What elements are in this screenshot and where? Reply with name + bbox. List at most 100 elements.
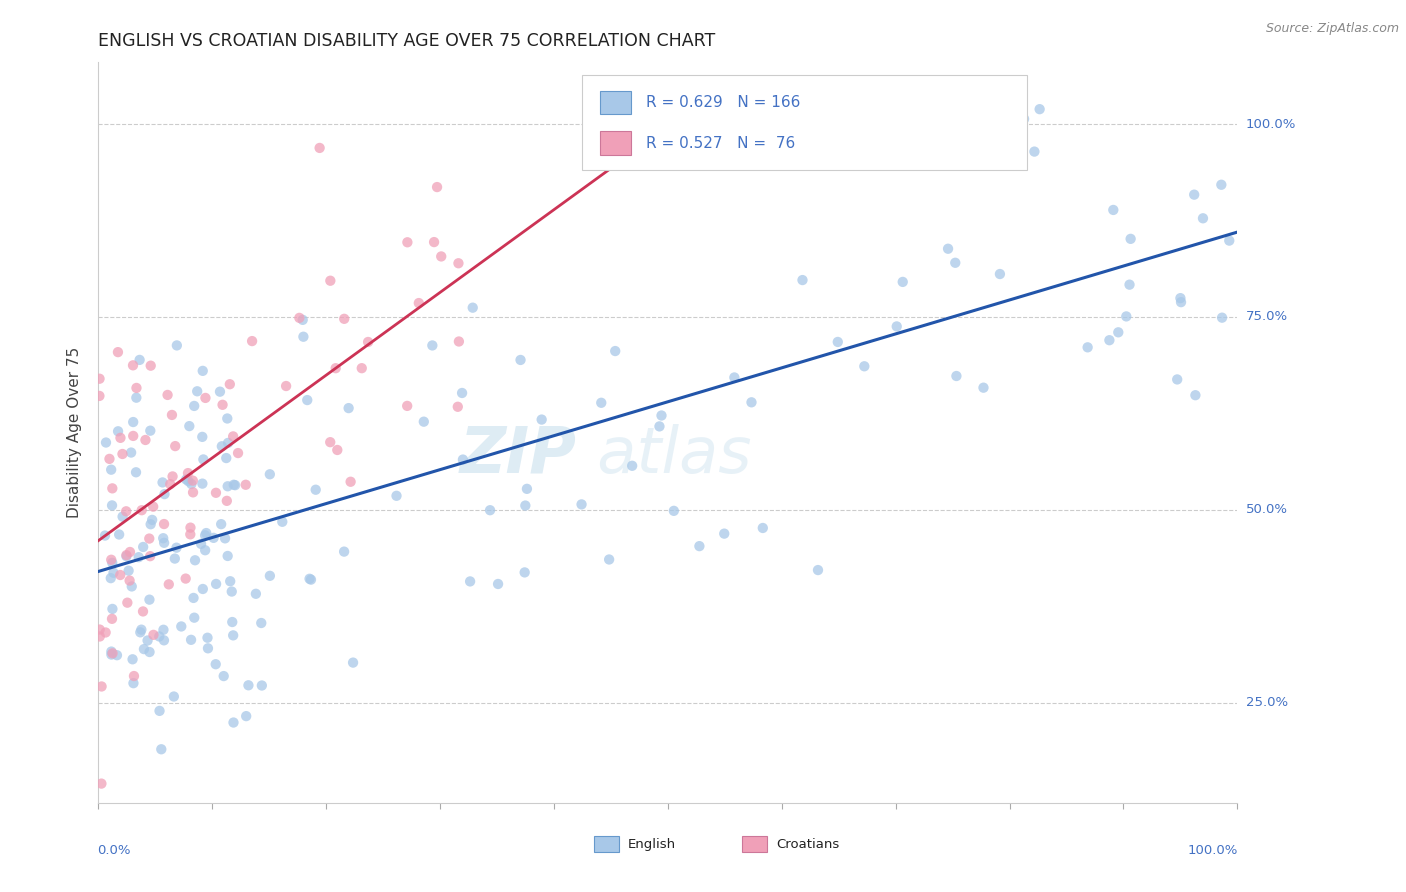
Point	[217, 436, 239, 450]
Point	[740, 395, 762, 409]
Point	[259, 569, 281, 583]
Point	[333, 544, 356, 558]
Point	[139, 549, 162, 564]
Point	[319, 435, 342, 450]
Point	[142, 628, 165, 642]
Point	[205, 485, 228, 500]
Point	[162, 469, 184, 483]
Point	[108, 527, 131, 541]
Text: atlas: atlas	[576, 424, 751, 486]
Point	[1028, 102, 1050, 116]
Point	[122, 429, 145, 443]
Point	[605, 344, 627, 359]
Point	[191, 364, 214, 378]
Point	[299, 573, 322, 587]
Point	[219, 574, 242, 589]
Point	[221, 584, 243, 599]
Point	[90, 776, 112, 790]
Point	[118, 545, 141, 559]
Point	[101, 602, 124, 616]
Point	[245, 587, 267, 601]
Point	[115, 549, 138, 564]
Point	[943, 256, 966, 270]
Point	[337, 401, 360, 416]
Point	[132, 540, 155, 554]
Point	[117, 564, 139, 578]
Point	[138, 532, 160, 546]
Point	[177, 466, 200, 480]
Point	[101, 499, 124, 513]
Point	[152, 623, 174, 637]
Point	[333, 311, 356, 326]
FancyBboxPatch shape	[582, 75, 1026, 169]
Point	[215, 451, 238, 466]
Point	[688, 539, 710, 553]
Point	[183, 610, 205, 624]
Point	[121, 579, 143, 593]
Point	[174, 472, 197, 486]
Point	[166, 541, 188, 555]
Point	[134, 433, 156, 447]
Point	[153, 487, 176, 501]
Point	[105, 648, 128, 663]
Point	[1192, 211, 1215, 226]
Point	[422, 338, 444, 352]
Point	[159, 477, 181, 491]
Point	[1115, 310, 1137, 324]
Point	[752, 521, 775, 535]
Point	[571, 497, 593, 511]
Point	[530, 412, 553, 426]
Point	[807, 563, 830, 577]
Point	[451, 452, 474, 467]
Point	[125, 465, 148, 479]
Point	[197, 641, 219, 656]
Point	[181, 474, 204, 488]
Point	[250, 615, 273, 630]
Point	[218, 377, 240, 392]
Point	[396, 399, 419, 413]
Point	[509, 353, 531, 368]
Point	[191, 582, 214, 596]
Point	[101, 556, 124, 570]
Point	[217, 411, 239, 425]
Point	[662, 504, 685, 518]
Bar	[599, 131, 631, 155]
Text: Croatians: Croatians	[776, 838, 839, 851]
Point	[648, 419, 671, 434]
Text: 50.0%: 50.0%	[1246, 503, 1288, 516]
Point	[217, 479, 239, 493]
Point	[202, 531, 225, 545]
Point	[194, 528, 217, 542]
Point	[211, 398, 233, 412]
Point	[89, 389, 111, 403]
Point	[163, 690, 186, 704]
Point	[131, 623, 153, 637]
Point	[486, 577, 509, 591]
Point	[1024, 145, 1046, 159]
Point	[972, 381, 994, 395]
Point	[141, 513, 163, 527]
Point	[513, 566, 536, 580]
Point	[297, 392, 319, 407]
Point	[181, 485, 204, 500]
Point	[458, 574, 481, 589]
Point	[461, 301, 484, 315]
Point	[250, 679, 273, 693]
Point	[191, 430, 214, 444]
Point	[193, 452, 215, 467]
Point	[148, 630, 170, 644]
Point	[426, 180, 449, 194]
Point	[122, 669, 145, 683]
Point	[298, 572, 321, 586]
Point	[138, 645, 160, 659]
Point	[110, 568, 132, 582]
Point	[156, 388, 179, 402]
Point	[1077, 340, 1099, 354]
Point	[1182, 187, 1205, 202]
Point	[125, 391, 148, 405]
Point	[191, 476, 214, 491]
Point	[1211, 178, 1233, 192]
Point	[100, 463, 122, 477]
Text: ENGLISH VS CROATIAN DISABILITY AGE OVER 75 CORRELATION CHART: ENGLISH VS CROATIAN DISABILITY AGE OVER …	[98, 32, 716, 50]
Point	[94, 528, 117, 542]
